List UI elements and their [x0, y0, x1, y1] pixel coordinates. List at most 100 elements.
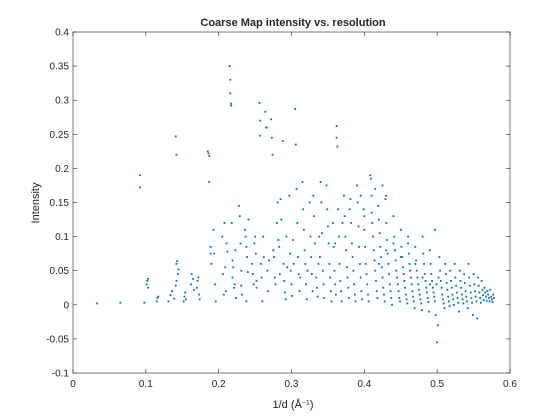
data-point — [190, 283, 192, 286]
data-point — [208, 181, 211, 183]
data-point — [369, 177, 372, 180]
data-point — [241, 293, 243, 296]
data-point — [212, 228, 215, 231]
data-point — [450, 286, 453, 289]
data-point — [265, 126, 268, 129]
data-point — [427, 301, 430, 303]
data-point — [312, 194, 315, 197]
data-point — [252, 283, 255, 286]
data-point — [386, 239, 388, 241]
data-point — [407, 235, 409, 238]
data-point — [424, 280, 427, 282]
data-point — [381, 276, 384, 279]
data-point — [206, 150, 209, 153]
data-point — [353, 283, 356, 286]
data-point — [358, 245, 361, 248]
data-point — [184, 298, 187, 301]
data-point — [298, 290, 301, 293]
data-point — [426, 291, 428, 294]
data-point — [276, 201, 279, 204]
data-point — [413, 307, 416, 310]
data-point — [304, 262, 307, 265]
data-point — [336, 145, 339, 148]
data-point — [286, 266, 289, 269]
x-axis-label-close: ) — [310, 399, 314, 411]
data-point — [404, 286, 407, 289]
plot-area — [72, 31, 511, 374]
data-point — [282, 262, 285, 265]
data-point — [145, 283, 148, 286]
data-point — [363, 215, 366, 218]
data-point — [345, 249, 348, 252]
data-point — [289, 269, 292, 272]
data-point — [231, 276, 234, 279]
data-point — [360, 290, 363, 293]
data-point — [230, 104, 232, 107]
data-point — [348, 297, 350, 299]
data-point — [345, 266, 348, 269]
data-point — [297, 256, 299, 258]
data-point — [454, 276, 457, 279]
data-point — [436, 324, 439, 327]
data-point — [175, 280, 178, 282]
data-point — [434, 228, 436, 231]
data-point — [198, 293, 200, 296]
data-point — [231, 259, 234, 262]
data-point — [210, 262, 213, 265]
data-point — [139, 186, 141, 189]
data-point — [357, 225, 360, 228]
data-point — [315, 276, 318, 279]
data-point — [305, 283, 307, 286]
data-point — [463, 282, 466, 284]
data-point — [416, 276, 419, 279]
data-point — [370, 211, 373, 214]
data-point — [405, 298, 408, 301]
data-point — [208, 155, 211, 158]
data-point — [332, 222, 334, 224]
data-point — [301, 181, 304, 183]
data-point — [175, 153, 178, 156]
data-point — [334, 283, 337, 286]
data-point — [450, 280, 452, 282]
data-point — [356, 184, 358, 187]
data-point — [319, 181, 322, 183]
data-point — [389, 290, 392, 293]
data-point — [193, 288, 195, 291]
data-point — [294, 108, 297, 110]
data-point — [174, 284, 177, 287]
data-point — [449, 269, 452, 272]
data-point — [418, 293, 421, 296]
data-point — [337, 235, 340, 238]
data-point — [451, 293, 454, 296]
data-point — [482, 299, 485, 301]
data-point — [364, 245, 366, 248]
y-tick-label: 0.15 — [50, 198, 70, 209]
data-point — [255, 286, 258, 289]
data-point — [233, 283, 236, 286]
data-point — [435, 283, 438, 286]
data-point — [372, 235, 374, 238]
data-point — [364, 262, 367, 265]
data-point — [169, 294, 172, 297]
data-point — [281, 140, 284, 143]
data-point — [308, 201, 311, 204]
data-point — [474, 295, 477, 298]
data-point — [408, 262, 411, 265]
data-point — [289, 252, 291, 255]
data-point — [246, 271, 249, 273]
data-point — [478, 291, 481, 294]
data-point — [490, 298, 493, 301]
data-point — [167, 300, 170, 303]
data-point — [147, 277, 149, 280]
data-point — [222, 273, 224, 276]
data-point — [340, 300, 343, 303]
data-point — [436, 341, 439, 344]
data-point — [296, 222, 299, 224]
data-point — [335, 136, 338, 139]
data-point — [319, 256, 321, 258]
data-point — [232, 266, 235, 269]
data-point — [192, 277, 195, 280]
data-point — [299, 276, 302, 279]
data-point — [447, 295, 449, 298]
y-tick-label: 0.2 — [55, 164, 69, 175]
